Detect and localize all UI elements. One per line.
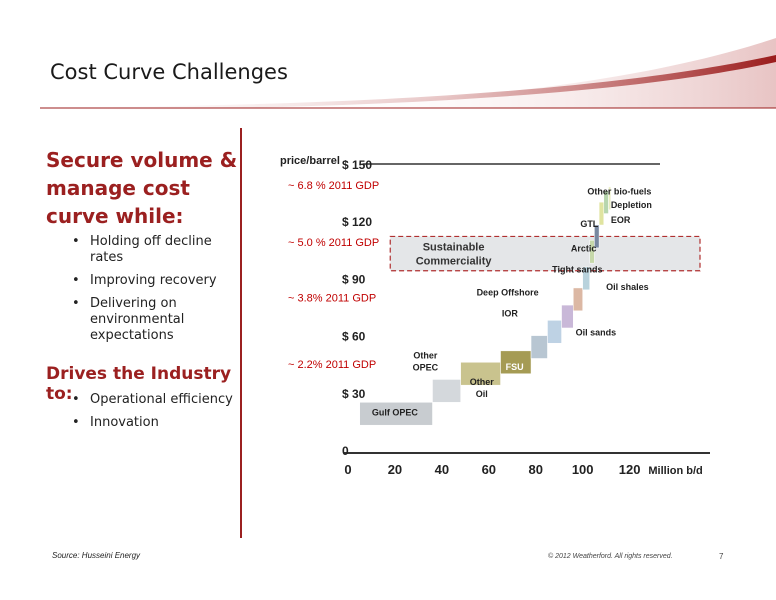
cost-bar: [594, 224, 600, 249]
sustainable-commerciality-band: [389, 235, 701, 272]
slide-title: Cost Curve Challenges: [50, 60, 288, 84]
cost-bar: [530, 335, 548, 359]
cost-bar: [359, 402, 433, 426]
segment-label: Other: [470, 377, 495, 387]
segment-label: OPEC: [413, 362, 439, 372]
gdp-annotation: ~ 2.2% 2011 GDP: [288, 359, 376, 371]
heading-secure-volume: Secure volume & manage cost curve while:: [46, 148, 238, 228]
y-tick-label: 0: [342, 444, 349, 458]
gdp-annotation: ~ 3.8% 2011 GDP: [288, 292, 376, 304]
cost-bar: [547, 320, 562, 344]
cost-bar: [432, 379, 461, 403]
band-label-line1: Sustainable: [423, 241, 485, 253]
bullet-item: Innovation: [72, 415, 237, 431]
bullet-item: Operational efficiency: [72, 392, 237, 408]
bullet-list-goals: Holding off decline rates Improving reco…: [72, 234, 237, 351]
cost-bar: [598, 201, 605, 226]
y-axis-title: price/barrel: [280, 155, 340, 167]
header-swoosh: [40, 38, 776, 110]
cost-bar: [500, 350, 532, 374]
cost-bar: [561, 304, 574, 329]
vertical-divider: [240, 128, 242, 538]
bullet-item: Holding off decline rates: [72, 234, 237, 266]
gdp-annotation: ~ 6.8 % 2011 GDP: [288, 180, 379, 192]
segment-label: FSU: [506, 362, 524, 372]
segment-label: Gulf OPEC: [372, 408, 419, 418]
x-tick-label: 40: [435, 462, 449, 477]
cost-bar: [573, 287, 583, 312]
y-tick-label: $ 90: [342, 272, 366, 286]
segment-label: EOR: [611, 215, 631, 225]
segment-label: Arctic: [571, 244, 597, 254]
bullet-list-drivers: Operational efficiency Innovation: [72, 392, 237, 438]
x-tick-label: 60: [482, 462, 496, 477]
heading-drives-industry: Drives the Industry to:: [46, 364, 232, 404]
y-tick-label: $ 30: [342, 387, 366, 401]
x-tick-label: 120: [619, 462, 641, 477]
x-tick-label: 100: [572, 462, 594, 477]
segment-label: Oil: [476, 389, 488, 399]
bullet-item: Improving recovery: [72, 273, 237, 289]
segment-label: Other: [413, 350, 438, 360]
x-tick-label: 0: [344, 462, 351, 477]
x-axis-title: Million b/d: [648, 465, 702, 477]
segment-label: Deep Offshore: [477, 288, 539, 298]
segment-label: Depletion: [611, 200, 652, 210]
copyright: © 2012 Weatherford. All rights reserved.: [548, 553, 673, 560]
segment-label: Oil shales: [606, 282, 649, 292]
gdp-annotation: ~ 5.0 % 2011 GDP: [288, 237, 379, 249]
segment-label: IOR: [502, 309, 519, 319]
segment-label: Oil sands: [576, 328, 617, 338]
x-tick-label: 20: [388, 462, 402, 477]
segment-label: Tight sands: [552, 265, 602, 275]
bullet-item: Delivering on environmental expectations: [72, 296, 237, 344]
cost-bar: [608, 186, 612, 211]
cost-curve-chart: Sustainable Commerciality 0 $ 30 $ 60 $ 90 $ 1…: [280, 155, 710, 477]
segment-label: GTL: [580, 219, 598, 229]
segment-label: Other bio-fuels: [587, 187, 651, 197]
x-tick-label: 80: [528, 462, 542, 477]
cost-bar: [582, 266, 590, 291]
page-number: 7: [719, 552, 724, 561]
y-tick-label: $ 150: [342, 158, 372, 172]
band-label-line2: Commerciality: [416, 255, 493, 267]
y-tick-label: $ 120: [342, 215, 372, 229]
y-tick-label: $ 60: [342, 330, 366, 344]
cost-bar: [589, 240, 595, 264]
source-note: Source: Husseini Energy: [52, 551, 141, 560]
